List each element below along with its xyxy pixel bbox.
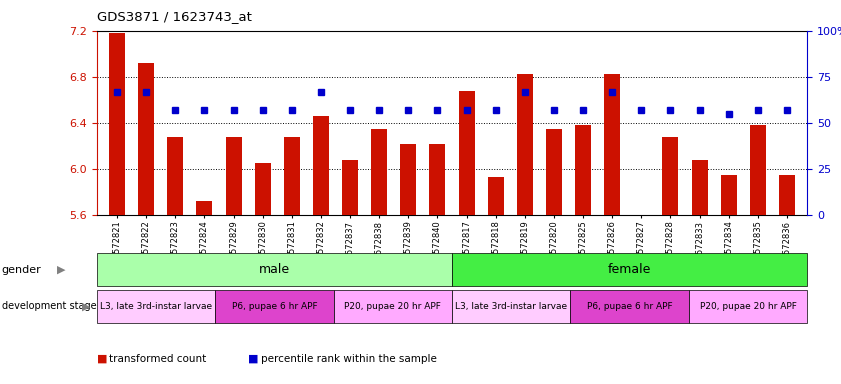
Bar [342, 160, 358, 215]
Bar [284, 137, 300, 215]
Bar [570, 290, 689, 323]
Text: female: female [608, 263, 652, 276]
Bar [97, 253, 452, 286]
Text: gender: gender [2, 265, 41, 275]
Bar [779, 175, 795, 215]
Bar [215, 290, 334, 323]
Text: GDS3871 / 1623743_at: GDS3871 / 1623743_at [97, 10, 251, 23]
Bar [371, 129, 387, 215]
Bar [689, 290, 807, 323]
Text: ▶: ▶ [82, 301, 91, 311]
Text: P20, pupae 20 hr APF: P20, pupae 20 hr APF [700, 302, 796, 311]
Bar [633, 215, 649, 273]
Bar [109, 33, 125, 215]
Bar [197, 201, 213, 215]
Bar [255, 163, 271, 215]
Bar [313, 116, 329, 215]
Bar [334, 290, 452, 323]
Text: percentile rank within the sample: percentile rank within the sample [261, 354, 436, 364]
Text: L3, late 3rd-instar larvae: L3, late 3rd-instar larvae [100, 302, 212, 311]
Bar [663, 137, 679, 215]
Bar [691, 160, 707, 215]
Text: ■: ■ [248, 354, 258, 364]
Text: P6, pupae 6 hr APF: P6, pupae 6 hr APF [231, 302, 317, 311]
Text: male: male [259, 263, 290, 276]
Bar [517, 74, 533, 215]
Text: development stage: development stage [2, 301, 97, 311]
Bar [452, 253, 807, 286]
Text: P6, pupae 6 hr APF: P6, pupae 6 hr APF [587, 302, 673, 311]
Bar [488, 177, 504, 215]
Text: ▶: ▶ [57, 265, 66, 275]
Bar [400, 144, 416, 215]
Bar [750, 125, 766, 215]
Bar [167, 137, 183, 215]
Text: P20, pupae 20 hr APF: P20, pupae 20 hr APF [344, 302, 442, 311]
Bar [546, 129, 562, 215]
Text: transformed count: transformed count [109, 354, 207, 364]
Bar [721, 175, 737, 215]
Bar [458, 91, 474, 215]
Bar [604, 74, 620, 215]
Bar [138, 63, 154, 215]
Bar [575, 125, 591, 215]
Text: L3, late 3rd-instar larvae: L3, late 3rd-instar larvae [455, 302, 568, 311]
Bar [225, 137, 241, 215]
Bar [452, 290, 570, 323]
Text: ■: ■ [97, 354, 107, 364]
Bar [97, 290, 215, 323]
Bar [430, 144, 446, 215]
